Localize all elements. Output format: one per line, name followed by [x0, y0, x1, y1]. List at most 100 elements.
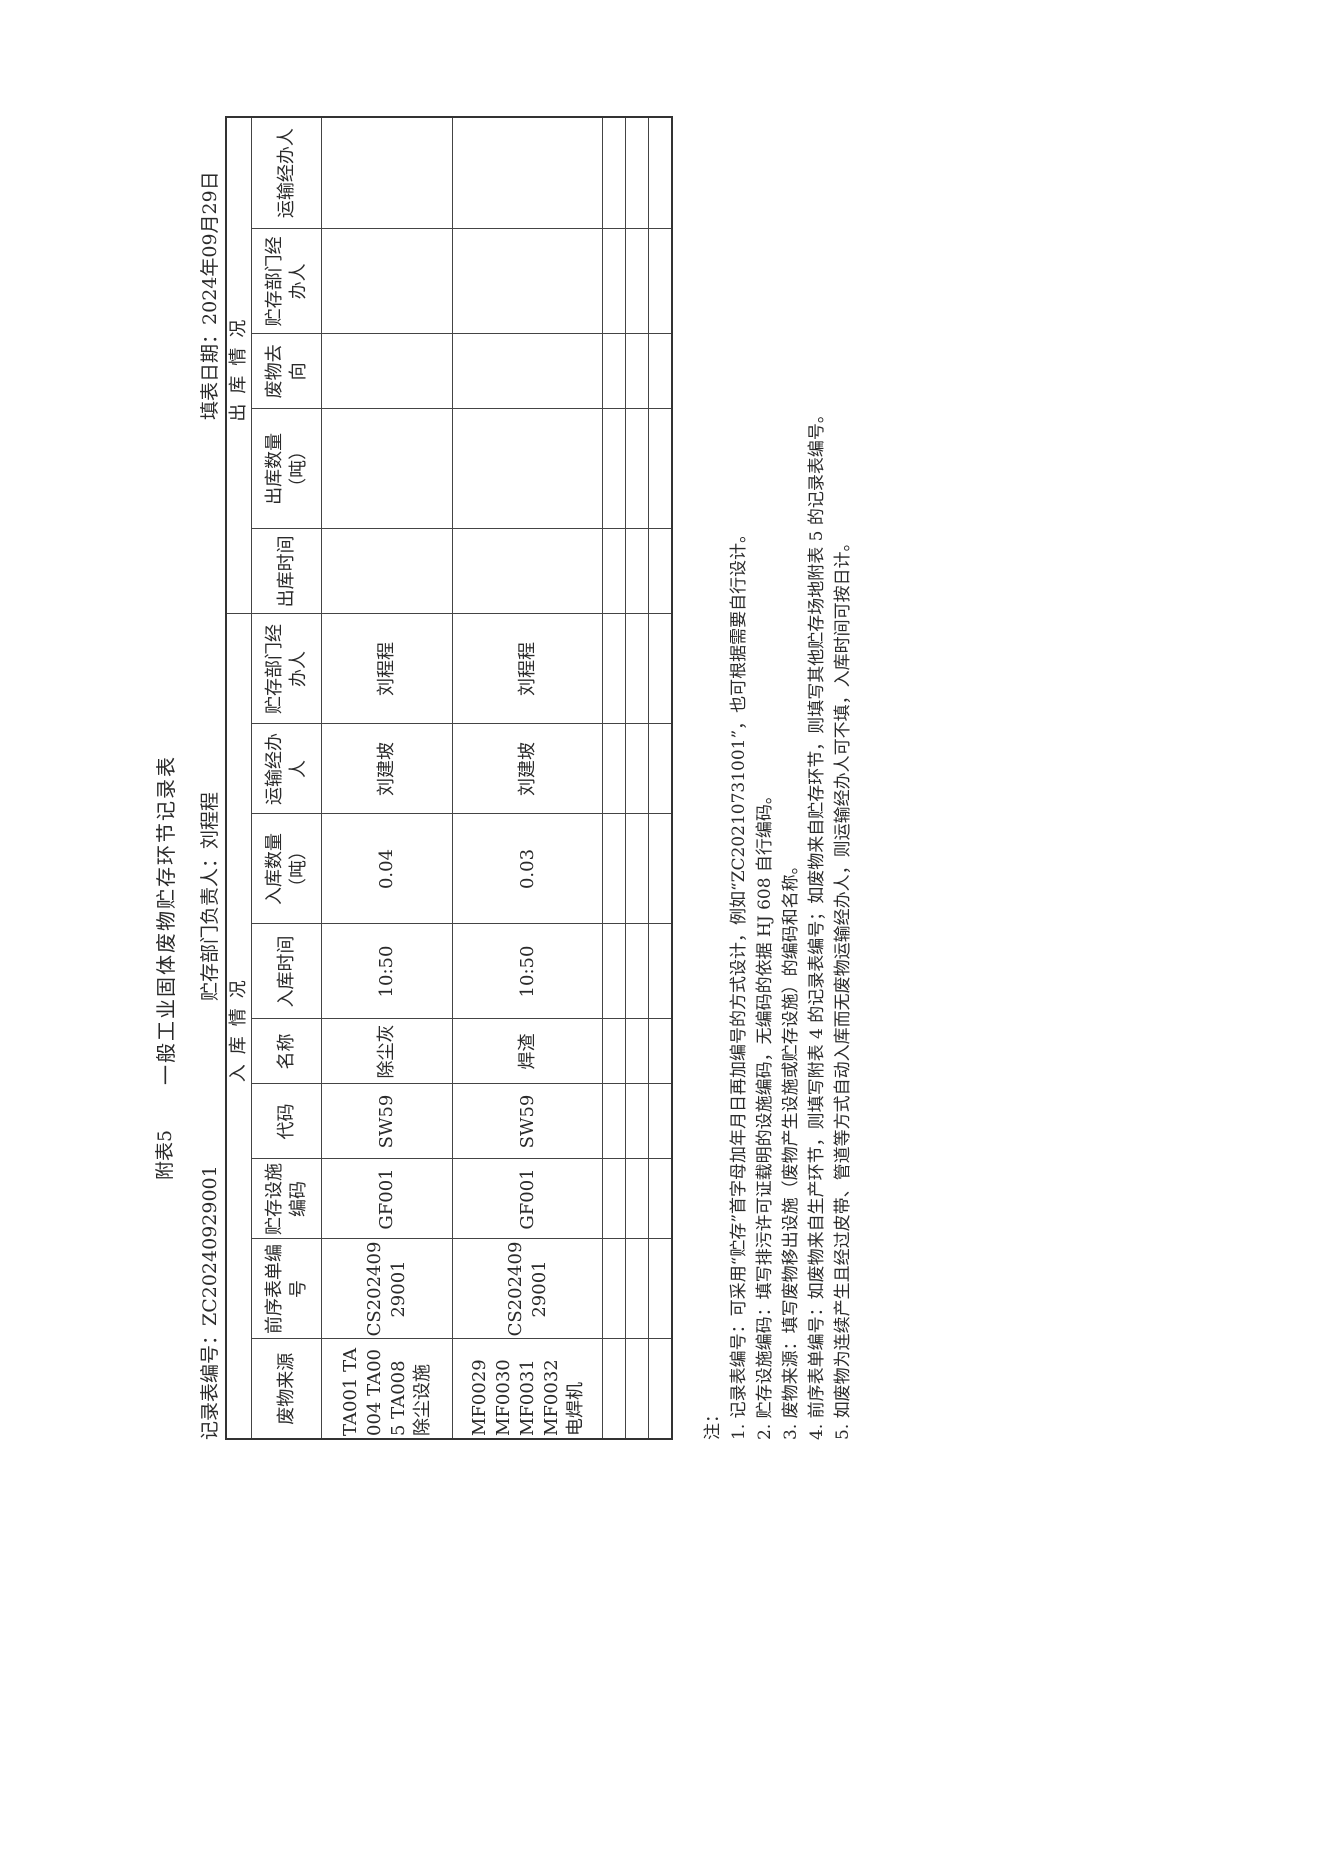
empty-cell — [625, 724, 649, 814]
empty-cell — [602, 408, 626, 529]
note-line: 2. 贮存设施编码：填写排污许可证载明的设施编码，无编码的依据 HJ 608 自… — [755, 787, 775, 1440]
notes: 注： 1. 记录表编号：可采用“贮存”首字母加年月日再加编号的方式设计，例如“Z… — [700, 406, 856, 1440]
column-header: 代码 — [251, 1084, 322, 1159]
page-title: 一般工业固体废物贮存环节记录表 — [154, 755, 178, 1085]
empty-cell — [602, 116, 626, 229]
empty-cell — [321, 116, 453, 229]
empty-cell — [625, 528, 649, 614]
empty-cell — [625, 613, 649, 724]
empty-cell — [602, 814, 626, 924]
cell-in-time: 10:50 — [321, 924, 453, 1019]
column-header: 出库时间 — [251, 528, 322, 614]
empty-cell — [602, 1159, 626, 1239]
empty-row — [602, 116, 626, 1439]
responsible-value: 刘程程 — [199, 791, 221, 849]
record-table: 入库情况 出库情况 废物来源 前序表单编号 贮存设施编码 代码 名称 入库时间 入库数量（吨… — [225, 115, 673, 1440]
note-line: 1. 记录表编号：可采用“贮存”首字母加年月日再加编号的方式设计，例如“ZC20… — [729, 525, 749, 1440]
column-header: 出库数量（吨） — [251, 408, 322, 529]
empty-cell — [321, 228, 453, 334]
cell-keeper: 刘程程 — [321, 613, 453, 724]
empty-cell — [648, 924, 672, 1019]
record-number: 记录表编号：ZC20240929001 — [195, 1165, 222, 1440]
cell-in-qty: 0.03 — [452, 814, 603, 924]
cell-prev-no: CS20240929001 — [321, 1239, 453, 1339]
empty-cell — [625, 116, 649, 229]
cell-in-qty: 0.04 — [321, 814, 453, 924]
cell-name: 除尘灰 — [321, 1019, 453, 1084]
fill-date: 填表日期：2024年09月29日 — [195, 171, 222, 420]
group-outbound: 出库情况 — [226, 116, 252, 614]
empty-cell — [648, 1239, 672, 1339]
empty-cell — [602, 1084, 626, 1159]
note-line: 4. 前序表单编号：如废物来自生产环节，则填写附表 4 的记录表编号；如废物来自… — [807, 406, 827, 1440]
empty-cell — [648, 613, 672, 724]
empty-cell — [625, 1239, 649, 1339]
record-number-label: 记录表编号： — [199, 1325, 221, 1440]
empty-cell — [602, 724, 626, 814]
cell-in-time: 10:50 — [452, 924, 603, 1019]
empty-cell — [602, 924, 626, 1019]
column-header: 贮存部门经办人 — [251, 613, 322, 724]
empty-cell — [625, 408, 649, 529]
empty-cell — [602, 1019, 626, 1084]
empty-cell — [648, 1019, 672, 1084]
cell-code: SW59 — [321, 1084, 453, 1159]
empty-cell — [625, 1084, 649, 1159]
responsible-person: 贮存部门负责人：刘程程 — [195, 792, 222, 1001]
column-header: 贮存设施编码 — [251, 1159, 322, 1239]
column-header: 运输经办人 — [251, 724, 322, 814]
group-inbound: 入库情况 — [226, 613, 252, 1439]
empty-cell — [452, 228, 603, 334]
empty-cell — [602, 1239, 626, 1339]
empty-cell — [602, 228, 626, 334]
column-header: 入库数量（吨） — [251, 814, 322, 924]
table-row: TA001 TA004 TA005 TA008 除尘设施 CS2024092900… — [321, 116, 453, 1439]
column-header: 废物去向 — [251, 333, 322, 409]
empty-cell — [648, 1159, 672, 1239]
empty-cell — [648, 116, 672, 229]
empty-cell — [648, 814, 672, 924]
date-value: 2024年09月29日 — [199, 171, 221, 325]
record-number-value: ZC20240929001 — [199, 1165, 221, 1326]
note-line: 5. 如废物为连续产生且经过皮带、管道等方式自动入库而无废物运输经办人，则运输经… — [833, 534, 853, 1440]
empty-cell — [452, 408, 603, 529]
table-row: MF0029 MF0030 MF0031 MF0032 电焊机 CS2024092… — [452, 116, 603, 1439]
cell-facility: GF001 — [321, 1159, 453, 1239]
empty-row — [625, 116, 649, 1439]
empty-cell — [602, 1339, 626, 1439]
column-header: 入库时间 — [251, 924, 322, 1019]
empty-cell — [452, 116, 603, 229]
empty-cell — [648, 1339, 672, 1439]
column-header: 名称 — [251, 1019, 322, 1084]
empty-cell — [648, 724, 672, 814]
empty-cell — [625, 814, 649, 924]
empty-cell — [648, 228, 672, 334]
note-line: 注： — [703, 1406, 723, 1440]
date-label: 填表日期： — [199, 324, 221, 420]
empty-row — [648, 116, 672, 1439]
appendix-label: 附表5 — [154, 1129, 176, 1180]
cell-keeper: 刘程程 — [452, 613, 603, 724]
cell-facility: GF001 — [452, 1159, 603, 1239]
empty-cell — [625, 228, 649, 334]
empty-cell — [625, 1019, 649, 1084]
column-header: 废物来源 — [251, 1339, 322, 1439]
cell-transport: 刘建坡 — [452, 724, 603, 814]
empty-cell — [648, 1084, 672, 1159]
empty-cell — [452, 333, 603, 409]
cell-code: SW59 — [452, 1084, 603, 1159]
responsible-label: 贮存部门负责人： — [199, 848, 221, 1001]
cell-name: 焊渣 — [452, 1019, 603, 1084]
cell-source: MF0029 MF0030 MF0031 MF0032 电焊机 — [452, 1339, 603, 1439]
empty-cell — [648, 333, 672, 409]
column-header: 运输经办人 — [251, 116, 322, 229]
empty-cell — [648, 528, 672, 614]
empty-cell — [625, 333, 649, 409]
empty-cell — [321, 333, 453, 409]
note-line: 3. 废物来源：填写废物移出设施（废物产生设施或贮存设施）的编码和名称。 — [781, 857, 801, 1440]
empty-cell — [625, 1339, 649, 1439]
empty-cell — [321, 528, 453, 614]
empty-cell — [648, 408, 672, 529]
empty-cell — [625, 1159, 649, 1239]
